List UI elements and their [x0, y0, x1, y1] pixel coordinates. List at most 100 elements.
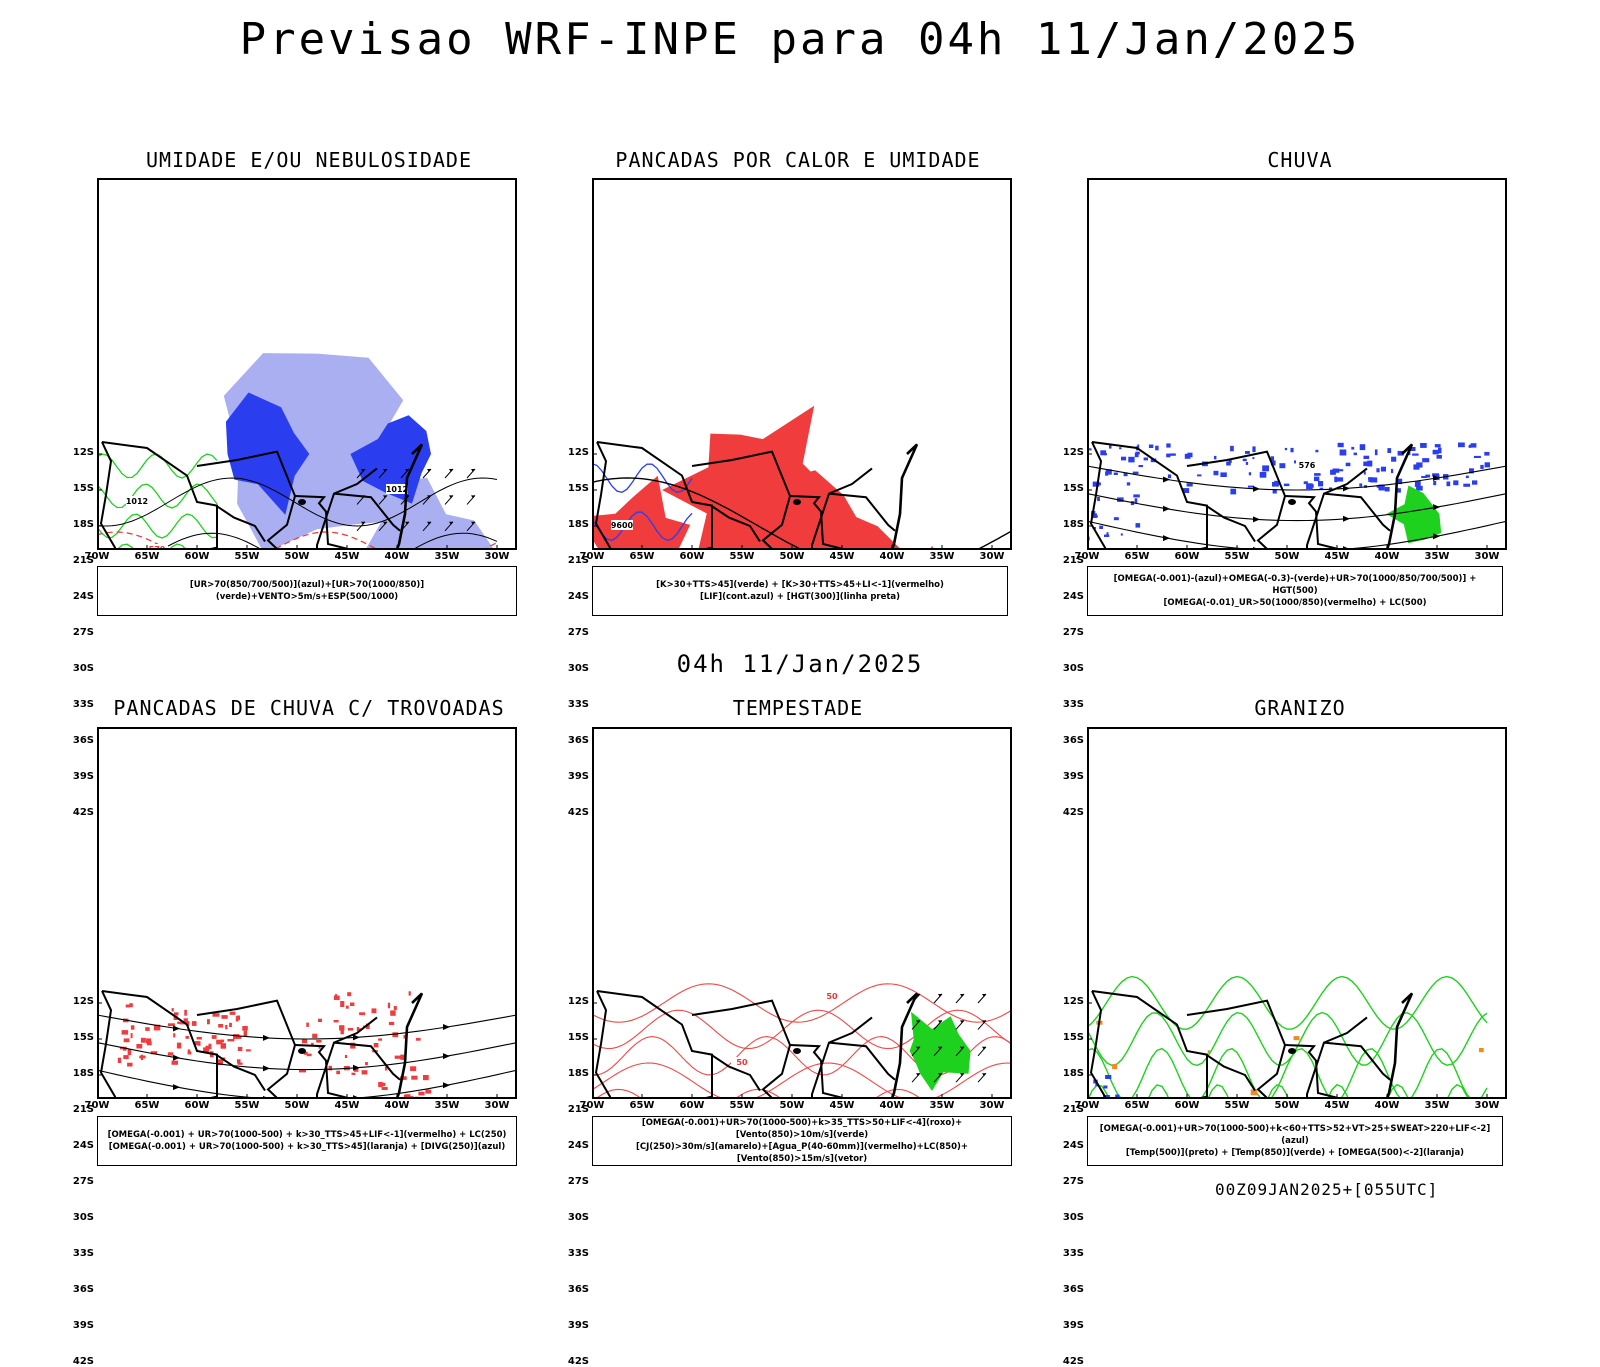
thunder-vermelho — [236, 1059, 241, 1064]
state-border — [594, 441, 612, 550]
wind-vector-head — [982, 1073, 986, 1077]
lat-label: 42S — [72, 807, 94, 818]
contour-label-bg — [611, 520, 633, 530]
lake — [793, 1048, 801, 1054]
thunder-vermelho — [235, 1036, 242, 1039]
thunder-vermelho — [388, 1021, 395, 1026]
contour-label-bg — [731, 1057, 753, 1067]
panel-title-tempestade: TEMPESTADE — [732, 696, 864, 720]
rain-omega-azul — [1395, 488, 1401, 493]
lat-label: 30S — [72, 663, 94, 674]
state-border — [1205, 504, 1256, 543]
lat-label: 24S — [72, 591, 94, 602]
thunder-vermelho — [185, 1035, 189, 1039]
contour-lc850 — [592, 983, 1012, 1023]
lat-label: 39S — [72, 771, 94, 782]
panel-title-umidade: UMIDADE E/OU NEBULOSIDADE — [145, 148, 473, 172]
streamline-arrow — [443, 1024, 450, 1030]
map-umidade: 101210121008101210161020570576564558552 — [97, 178, 517, 550]
rain-omega-azul — [1087, 448, 1092, 451]
lon-label: 70W — [84, 1100, 110, 1111]
thunder-vermelho — [140, 1054, 144, 1061]
rain-omega-azul — [1367, 460, 1373, 467]
wind-vector-head — [405, 469, 409, 472]
rain-omega-azul — [1377, 485, 1385, 489]
state-border — [1284, 1044, 1345, 1099]
map-background — [1087, 178, 1507, 550]
rain-omega-azul — [1318, 481, 1324, 487]
map-pancadas-calor: 9600960095209440944093609280 — [592, 178, 1012, 550]
instability-area-vermelho — [592, 475, 691, 550]
state-border — [99, 441, 117, 550]
streamline-arrow — [443, 1082, 450, 1089]
coastline-east — [890, 992, 919, 1099]
state-border — [1089, 441, 1107, 550]
streamline-arrow — [1433, 475, 1440, 481]
thunder-vermelho — [167, 1052, 174, 1056]
legend-line: [OMEGA(-0.001)-(azul)+OMEGA(-0.3)-(verde… — [1113, 574, 1477, 596]
wind-vector-head — [383, 521, 387, 525]
lat-label: 21S — [567, 555, 589, 566]
streamline-arrow — [1343, 485, 1350, 492]
thunder-vermelho — [176, 1042, 182, 1049]
lat-label: 18S — [1062, 519, 1084, 530]
rain-omega-azul — [1416, 485, 1423, 491]
thunder-vermelho — [171, 1008, 174, 1012]
lat-label: 18S — [567, 519, 589, 530]
lat-label: 21S — [72, 1104, 94, 1115]
wind-vector-head — [982, 1020, 986, 1024]
rain-omega-azul — [1334, 476, 1338, 483]
rain-omega-azul — [1319, 487, 1324, 490]
rain-omega-azul — [1132, 471, 1139, 474]
thunder-vermelho — [207, 1019, 210, 1025]
thunder-vermelho — [140, 1037, 146, 1043]
map-layer: -12-12-151518-12 — [1087, 727, 1507, 1099]
state-border — [596, 990, 714, 1099]
rain-omega-azul — [1155, 445, 1159, 451]
rain-omega-azul — [1270, 456, 1274, 462]
coastline-east — [1385, 992, 1414, 1099]
lat-label: 24S — [1062, 591, 1084, 602]
rain-omega-azul — [1100, 450, 1107, 456]
map-layer — [97, 727, 517, 1099]
rain-omega-azul — [1363, 471, 1366, 475]
contour-label-bg — [1296, 460, 1318, 470]
lat-label: 18S — [1062, 1068, 1084, 1079]
wind-vector-head — [361, 469, 365, 472]
thunder-vermelho — [408, 991, 411, 996]
wind-vector-head — [449, 469, 453, 472]
lat-label: 39S — [567, 771, 589, 782]
thunder-vermelho — [316, 1040, 322, 1043]
rain-omega-azul — [1230, 488, 1237, 495]
streamline-arrow — [1253, 516, 1260, 523]
rain-omega-azul — [1306, 483, 1313, 489]
rain-omega-azul — [1214, 455, 1217, 460]
thunder-vermelho — [245, 1049, 251, 1052]
rain-omega-azul — [1336, 477, 1344, 482]
lat-label: 12S — [567, 996, 589, 1007]
thunder-vermelho — [415, 1037, 421, 1041]
lat-label: 24S — [567, 1140, 589, 1151]
rain-omega-azul — [1252, 457, 1255, 460]
state-border — [710, 1053, 761, 1092]
rain-omega-azul — [1391, 456, 1397, 462]
thunder-vermelho — [216, 1039, 223, 1045]
lat-label: 36S — [567, 1284, 589, 1295]
thunder-vermelho — [418, 1091, 425, 1096]
rain-omega-azul — [1104, 453, 1107, 456]
rain-omega-verde — [1386, 485, 1442, 544]
wind-vector-head — [383, 469, 387, 472]
rain-omega-azul — [1345, 462, 1351, 467]
thunder-vermelho — [212, 1013, 220, 1017]
rain-omega-azul — [1432, 449, 1439, 455]
rain-omega-azul — [1135, 523, 1141, 528]
wind-vector-head — [938, 1073, 942, 1077]
thunder-vermelho — [127, 1062, 133, 1067]
thunder-vermelho — [356, 1027, 360, 1032]
rain-omega-azul — [1414, 481, 1421, 487]
rain-omega-azul — [1197, 474, 1202, 477]
wind-vector-head — [471, 469, 475, 472]
state-border — [596, 441, 714, 550]
lon-label: 35W — [434, 1100, 460, 1111]
rain-omega-azul — [1303, 481, 1308, 485]
